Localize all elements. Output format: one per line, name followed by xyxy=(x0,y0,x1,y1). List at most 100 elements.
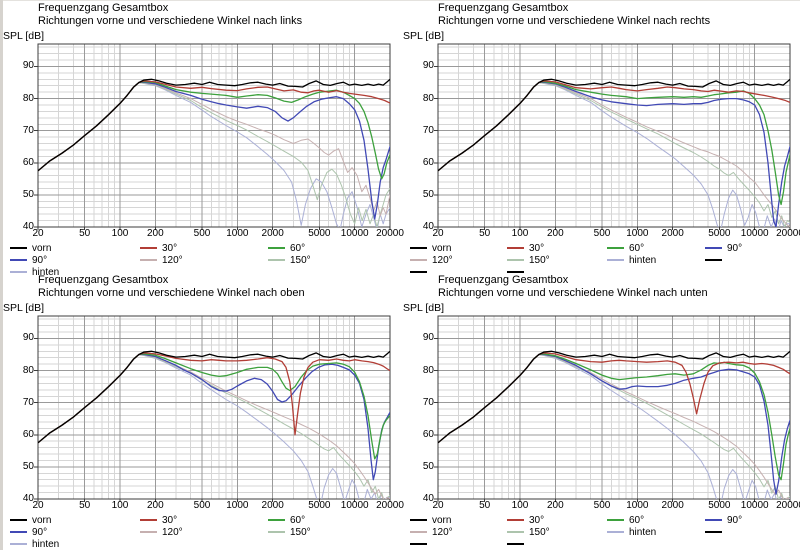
x-tick-label: 5000 xyxy=(708,228,731,239)
legend-swatch xyxy=(140,258,157,261)
legend-label: hinten xyxy=(629,255,657,266)
legend-label: 30° xyxy=(529,515,545,526)
legend-item-a60: 60° xyxy=(268,243,305,254)
legend-swatch xyxy=(410,258,427,261)
legend-label: 60° xyxy=(290,515,306,526)
legend-item-a90: 90° xyxy=(10,527,47,538)
legend-swatch xyxy=(10,530,27,533)
legend-label: vorn xyxy=(432,515,452,526)
y-tick-label: 70 xyxy=(22,396,34,408)
y-tick-label: 80 xyxy=(22,92,34,104)
legend-label: vorn xyxy=(432,243,452,254)
legend-label: hinten xyxy=(32,267,60,278)
x-tick-label: 2000 xyxy=(661,500,684,511)
x-tick-label: 10000 xyxy=(340,228,369,239)
chart-winkel-nach-unten: Frequenzgang Gesamtbox Richtungen vorne … xyxy=(400,272,800,550)
curve-a120 xyxy=(438,82,790,227)
legend-label: 150° xyxy=(290,527,311,538)
legend-item-hinten: hinten xyxy=(607,527,656,538)
legend-label: 30° xyxy=(162,515,178,526)
legend-swatch xyxy=(507,246,524,249)
legend-item-hinten: hinten xyxy=(10,539,59,550)
legend-item-a120: 120° xyxy=(410,255,453,266)
x-tick-label: 200 xyxy=(146,228,164,239)
legend-label: 30° xyxy=(529,243,545,254)
chart-title: Frequenzgang Gesamtbox xyxy=(38,274,169,286)
x-tick-label: 2000 xyxy=(261,500,284,511)
legend-label: 120° xyxy=(432,255,453,266)
y-tick-label: 50 xyxy=(422,188,434,200)
y-tick-label: 50 xyxy=(22,188,34,200)
x-tick-label: 100 xyxy=(511,228,529,239)
legend-swatch xyxy=(705,258,722,261)
x-tick-label: 200 xyxy=(546,500,564,511)
x-tick-label: 50 xyxy=(79,500,91,511)
y-tick-label: 50 xyxy=(422,460,434,472)
legend-label: 120° xyxy=(162,255,183,266)
legend-swatch xyxy=(268,246,285,249)
y-tick-label: 90 xyxy=(422,332,434,344)
x-tick-label: 10000 xyxy=(740,228,769,239)
curve-a60 xyxy=(38,353,390,460)
x-tick-label: 20000 xyxy=(776,500,800,511)
legend-swatch xyxy=(10,246,27,249)
chart-title: Frequenzgang Gesamtbox xyxy=(38,2,169,14)
legend-item-a60: 60° xyxy=(607,515,644,526)
legend-item-a120: 120° xyxy=(140,527,183,538)
curve-a120 xyxy=(438,354,790,499)
legend-swatch xyxy=(410,246,427,249)
legend-swatch xyxy=(607,530,624,533)
legend-label: 90° xyxy=(32,255,48,266)
legend-swatch xyxy=(140,246,157,249)
x-tick-label: 1000 xyxy=(626,500,649,511)
y-tick-label: 70 xyxy=(422,124,434,136)
legend-item-blank xyxy=(507,267,529,278)
legend-item-a30: 30° xyxy=(140,243,177,254)
curve-a30 xyxy=(438,80,790,172)
legend-swatch xyxy=(268,518,285,521)
x-tick-label: 20 xyxy=(432,500,444,511)
legend-item-a150: 150° xyxy=(268,255,311,266)
legend-swatch xyxy=(705,518,722,521)
y-tick-label: 90 xyxy=(22,60,34,72)
legend-label: vorn xyxy=(32,515,52,526)
legend-item-blank xyxy=(410,539,432,550)
legend-item-a150: 150° xyxy=(268,527,311,538)
legend-item-a150: 150° xyxy=(507,255,550,266)
x-tick-label: 500 xyxy=(193,228,211,239)
legend-label: 120° xyxy=(162,527,183,538)
y-tick-label: 40 xyxy=(22,493,34,504)
y-tick-label: 50 xyxy=(22,460,34,472)
legend-swatch xyxy=(705,246,722,249)
x-tick-label: 10000 xyxy=(740,500,769,511)
curve-a90 xyxy=(38,81,390,220)
y-axis-label: SPL [dB] xyxy=(403,30,445,42)
x-tick-label: 500 xyxy=(193,500,211,511)
legend-swatch xyxy=(140,530,157,533)
legend-swatch xyxy=(507,270,524,273)
chart-subtitle: Richtungen vorne und verschiedene Winkel… xyxy=(38,287,305,299)
x-tick-label: 100 xyxy=(511,500,529,511)
legend-item-blank xyxy=(705,527,727,538)
chart-subtitle: Richtungen vorne und verschiedene Winkel… xyxy=(438,287,708,299)
x-tick-label: 50 xyxy=(79,228,91,239)
y-tick-label: 60 xyxy=(22,428,34,440)
x-tick-label: 20000 xyxy=(376,228,404,239)
legend-item-a60: 60° xyxy=(607,243,644,254)
legend-item-a30: 30° xyxy=(507,515,544,526)
y-axis-label: SPL [dB] xyxy=(3,302,45,314)
x-tick-label: 2000 xyxy=(661,228,684,239)
legend-label: 60° xyxy=(629,515,645,526)
legend-item-a120: 120° xyxy=(410,527,453,538)
legend-label: 90° xyxy=(32,527,48,538)
legend-swatch xyxy=(10,542,27,545)
y-tick-label: 90 xyxy=(22,332,34,344)
legend-swatch xyxy=(268,530,285,533)
legend-swatch xyxy=(140,518,157,521)
legend-swatch xyxy=(10,258,27,261)
legend-label: hinten xyxy=(32,539,60,550)
frequency-response-plot xyxy=(434,43,791,230)
x-tick-label: 20 xyxy=(432,228,444,239)
legend-item-blank xyxy=(507,539,529,550)
curve-vorn xyxy=(438,350,790,444)
